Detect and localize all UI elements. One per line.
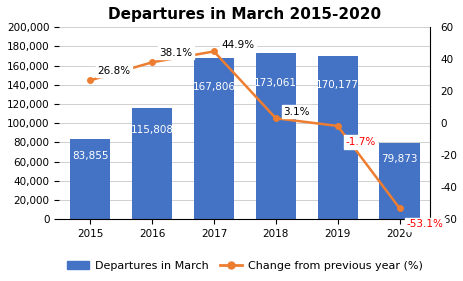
Text: 26.8%: 26.8% xyxy=(97,66,131,76)
Bar xyxy=(70,139,110,219)
Text: 3.1%: 3.1% xyxy=(282,107,309,117)
Text: 167,806: 167,806 xyxy=(192,82,235,92)
Bar xyxy=(317,56,357,219)
Text: 79,873: 79,873 xyxy=(381,154,417,164)
Text: -1.7%: -1.7% xyxy=(344,137,375,147)
Text: 173,061: 173,061 xyxy=(254,78,297,88)
Bar xyxy=(194,58,233,219)
Bar xyxy=(379,142,419,219)
Text: 170,177: 170,177 xyxy=(315,80,358,90)
Legend: Departures in March, Change from previous year (%): Departures in March, Change from previou… xyxy=(63,256,426,275)
Title: Departures in March 2015-2020: Departures in March 2015-2020 xyxy=(108,7,381,22)
Text: 83,855: 83,855 xyxy=(72,151,108,161)
Text: 115,808: 115,808 xyxy=(130,125,173,135)
Text: -53.1%: -53.1% xyxy=(406,219,443,229)
Text: 38.1%: 38.1% xyxy=(159,48,192,58)
Bar xyxy=(255,53,295,219)
Text: 44.9%: 44.9% xyxy=(221,40,254,50)
Bar xyxy=(131,108,172,219)
